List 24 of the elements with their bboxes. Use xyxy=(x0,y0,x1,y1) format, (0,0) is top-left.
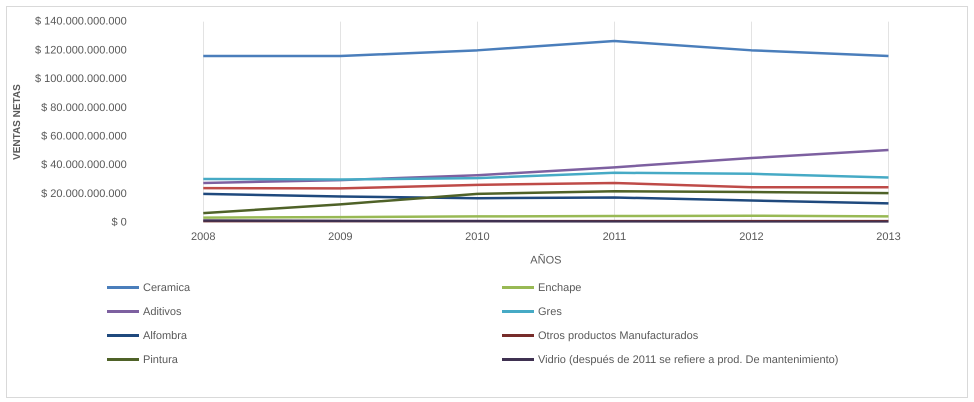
y-tick-label: $ 100.000.000.000 xyxy=(34,73,127,86)
y-tick-label: $ 60.000.000.000 xyxy=(41,130,127,142)
legend-label: Ceramica xyxy=(143,282,190,294)
x-tick-label: 2012 xyxy=(739,231,764,244)
legend-label: Gres xyxy=(538,306,562,318)
y-tick-label: $ 120.000.000.000 xyxy=(34,44,127,56)
y-tick-label: $ 0 xyxy=(111,216,127,229)
legend-label: Aditivos xyxy=(143,306,182,318)
x-tick-label: 2011 xyxy=(602,231,626,244)
legend-label: Pintura xyxy=(143,354,178,366)
y-tick-label: $ 40.000.000.000 xyxy=(41,159,127,172)
y-tick-label: $ 140.000.000.000 xyxy=(34,16,127,28)
y-axis-title: VENTAS NETAS xyxy=(12,84,23,160)
x-tick-label: 2009 xyxy=(328,231,353,244)
x-tick-label: 2010 xyxy=(465,231,490,244)
legend-label: Vidrio (después de 2011 se refiere a prod. De mantenimiento) xyxy=(538,354,838,366)
x-tick-label: 2013 xyxy=(876,231,901,244)
x-tick-label: 2008 xyxy=(191,231,216,244)
legend-label: Alfombra xyxy=(143,330,188,342)
legend-label: Enchape xyxy=(538,282,582,294)
y-tick-label: $ 20.000.000.000 xyxy=(41,188,127,200)
x-axis-title: AÑOS xyxy=(530,253,562,266)
y-tick-label: $ 80.000.000.000 xyxy=(41,102,127,114)
legend-label: Otros productos Manufacturados xyxy=(538,330,698,342)
